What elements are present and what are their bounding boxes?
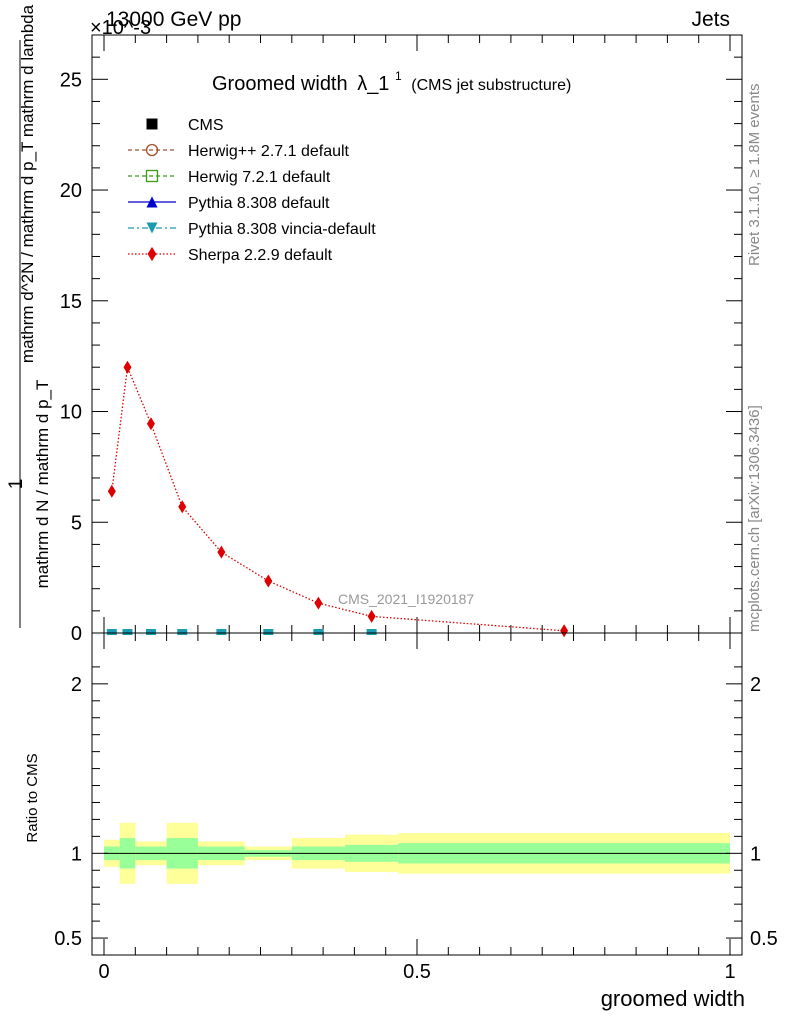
legend-label: CMS <box>188 117 224 134</box>
marker-diamond <box>264 574 273 588</box>
legend-label: Pythia 8.308 vincia-default <box>188 221 376 238</box>
ratio-y-tick-label: 1 <box>71 843 82 865</box>
main-y-axis-label: 1 mathrm d N / mathrm d p_T mathrm d^2N … <box>6 4 52 588</box>
marker-diamond <box>107 484 116 498</box>
legend-entry: Herwig 7.2.1 default <box>128 169 331 186</box>
baseline-marker <box>106 628 117 635</box>
ratio-y-tick-label: 2 <box>71 674 82 696</box>
ratio-y-tick-label-right: 1 <box>750 843 761 865</box>
legend-entry: Pythia 8.308 vincia-default <box>128 221 376 238</box>
header-process-label: 13000 GeV pp <box>106 8 242 31</box>
ratio-y-tick-label-right: 2 <box>750 674 761 696</box>
y-label-numerator: 1 <box>6 479 27 490</box>
legend-entry: Herwig++ 2.7.1 default <box>128 143 350 160</box>
marker-diamond <box>560 624 569 638</box>
marker-diamond <box>314 596 323 610</box>
marker-diamond <box>146 417 155 431</box>
baseline-marker <box>263 628 274 635</box>
main-y-tick-label: 20 <box>60 180 82 202</box>
baseline-marker <box>145 628 156 635</box>
chart-title-symbol: λ_1 <box>357 73 389 95</box>
marker-triangle-up <box>146 196 158 208</box>
chart-title-superscript: 1 <box>395 69 402 83</box>
x-tick-label: 0 <box>98 961 109 983</box>
ratio-plot-panel: 0.5 0.51 12 2 0 0.5 1 Ratio to CMS groomed wi… <box>24 632 778 1011</box>
baseline-marker <box>177 628 188 635</box>
main-y-axis: 0 5 10 15 20 25 <box>60 34 742 645</box>
header-category-label: Jets <box>691 8 730 31</box>
ratio-y-tick-label-right: 0.5 <box>750 928 778 950</box>
marker-square-open <box>145 169 159 183</box>
marker-square-filled <box>146 118 158 130</box>
y-label-rest: mathrm d^2N / mathrm d p_T mathrm d lamb… <box>18 4 37 363</box>
legend-label: Sherpa 2.2.9 default <box>188 247 333 264</box>
main-y-tick-label: 0 <box>71 623 82 645</box>
baseline-marker <box>122 628 133 635</box>
ratio-y-axis: 0.5 0.5 1 1 2 2 <box>54 666 778 950</box>
ratio-plot-frame <box>91 632 743 956</box>
marker-circle-open <box>145 143 159 157</box>
main-y-tick-label: 5 <box>71 512 82 534</box>
marker-diamond <box>123 360 132 374</box>
analysis-watermark: CMS_2021_I1920187 <box>338 591 474 607</box>
legend: CMS Herwig++ 2.7.1 default Herwig 7.2.1 de… <box>128 117 376 264</box>
legend-entry: Pythia 8.308 default <box>128 195 330 212</box>
legend-label: Pythia 8.308 default <box>188 195 330 212</box>
y-label-denominator: mathrm d N / mathrm d p_T <box>33 380 52 589</box>
marker-diamond <box>178 500 187 514</box>
main-y-tick-label: 15 <box>60 291 82 313</box>
y-axis-exponent-label: ×10^-3 <box>90 17 151 39</box>
main-y-tick-label: 25 <box>60 69 82 91</box>
chart-title-text: Groomed width <box>212 73 348 95</box>
main-x-axis <box>103 35 731 633</box>
marker-diamond <box>217 545 226 559</box>
baseline-marker <box>216 628 227 635</box>
main-plot-panel: 0 5 10 15 20 25 ×10^-3 Groomed width λ_1 1 (C… <box>6 4 743 645</box>
legend-label: Herwig 7.2.1 default <box>188 169 331 186</box>
baseline-marker <box>366 628 377 635</box>
chart-title: Groomed width λ_1 1 (CMS jet substructur… <box>212 63 571 95</box>
main-data-layer <box>106 360 569 638</box>
x-tick-label: 1 <box>724 961 735 983</box>
ratio-y-axis-label: Ratio to CMS <box>24 753 41 842</box>
ratio-y-tick-label: 0.5 <box>54 928 82 950</box>
marker-triangle-down <box>146 222 158 234</box>
main-y-tick-label: 10 <box>60 402 82 424</box>
x-axis-label: groomed width <box>601 986 745 1011</box>
marker-diamond <box>367 609 376 623</box>
x-tick-label: 0.5 <box>403 961 431 983</box>
legend-entry: CMS <box>146 117 224 134</box>
baseline-marker <box>313 628 324 635</box>
ratio-x-axis: 0 0.5 1 <box>98 633 736 983</box>
chart-subtitle: (CMS jet substructure) <box>411 77 571 94</box>
legend-label: Herwig++ 2.7.1 default <box>188 143 350 160</box>
legend-entry: Sherpa 2.2.9 default <box>128 246 333 264</box>
marker-diamond <box>147 246 157 262</box>
